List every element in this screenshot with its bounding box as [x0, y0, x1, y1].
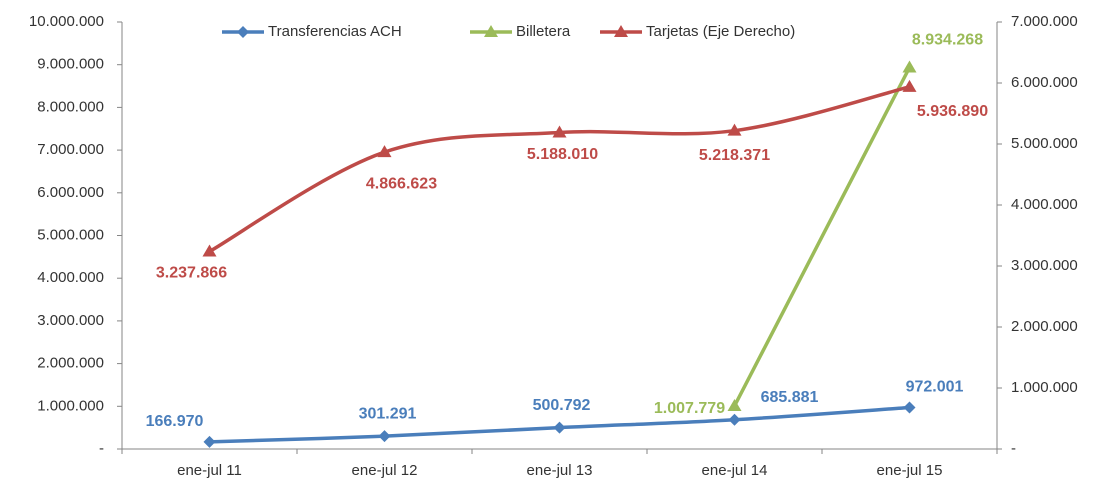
- x-tick-label: ene-jul 15: [877, 462, 943, 479]
- value-label: 5.188.010: [527, 146, 598, 163]
- y-tick-label: 1.000.000: [37, 397, 104, 414]
- y-tick-label: 6.000.000: [37, 184, 104, 201]
- marker: [902, 79, 917, 92]
- y2-tick-label: 5.000.000: [1011, 135, 1078, 152]
- value-label: 972.001: [906, 379, 964, 396]
- marker: [553, 421, 566, 434]
- value-label: 301.291: [359, 405, 417, 422]
- legend-marker: [614, 25, 628, 37]
- marker: [902, 60, 917, 73]
- legend-label: Transferencias ACH: [268, 23, 402, 40]
- x-tick-label: ene-jul 12: [352, 462, 418, 479]
- y-tick-label: 2.000.000: [37, 355, 104, 372]
- y2-tick-label: 2.000.000: [1011, 318, 1078, 335]
- marker: [728, 413, 741, 426]
- y-tick-label: -: [99, 440, 104, 457]
- marker: [727, 123, 742, 136]
- marker: [202, 244, 217, 257]
- legend-label: Billetera: [516, 23, 571, 40]
- y-tick-label: 5.000.000: [37, 226, 104, 243]
- legend-marker: [484, 25, 498, 37]
- y-tick-label: 7.000.000: [37, 141, 104, 158]
- series-line: [208, 85, 910, 254]
- value-label: 3.237.866: [156, 265, 227, 282]
- value-label: 166.970: [146, 413, 204, 430]
- marker: [903, 401, 916, 414]
- legend-marker: [237, 26, 249, 38]
- value-label: 5.936.890: [917, 103, 988, 120]
- marker: [727, 398, 742, 411]
- marker: [203, 435, 216, 448]
- y-tick-label: 3.000.000: [37, 312, 104, 329]
- value-label: 8.934.268: [912, 32, 983, 49]
- y-tick-label: 8.000.000: [37, 98, 104, 115]
- y2-tick-label: 1.000.000: [1011, 379, 1078, 396]
- value-label: 1.007.779: [654, 400, 725, 417]
- y-tick-label: 10.000.000: [29, 13, 104, 30]
- x-tick-label: ene-jul 11: [177, 462, 242, 479]
- marker: [552, 125, 567, 138]
- marker: [378, 430, 391, 443]
- value-label: 685.881: [761, 389, 819, 406]
- x-tick-label: ene-jul 14: [702, 462, 768, 479]
- series-line: [732, 66, 912, 407]
- marker: [377, 145, 392, 158]
- y2-tick-label: 7.000.000: [1011, 13, 1078, 30]
- x-tick-label: ene-jul 13: [527, 462, 593, 479]
- y2-tick-label: -: [1011, 440, 1016, 457]
- value-label: 4.866.623: [366, 175, 437, 192]
- y2-tick-label: 6.000.000: [1011, 74, 1078, 91]
- legend-label: Tarjetas (Eje Derecho): [646, 23, 795, 40]
- value-label: 5.218.371: [699, 147, 770, 164]
- y2-tick-label: 3.000.000: [1011, 257, 1078, 274]
- value-label: 500.792: [533, 397, 591, 414]
- y-tick-label: 9.000.000: [37, 56, 104, 73]
- y2-tick-label: 4.000.000: [1011, 196, 1078, 213]
- y-tick-label: 4.000.000: [37, 269, 104, 286]
